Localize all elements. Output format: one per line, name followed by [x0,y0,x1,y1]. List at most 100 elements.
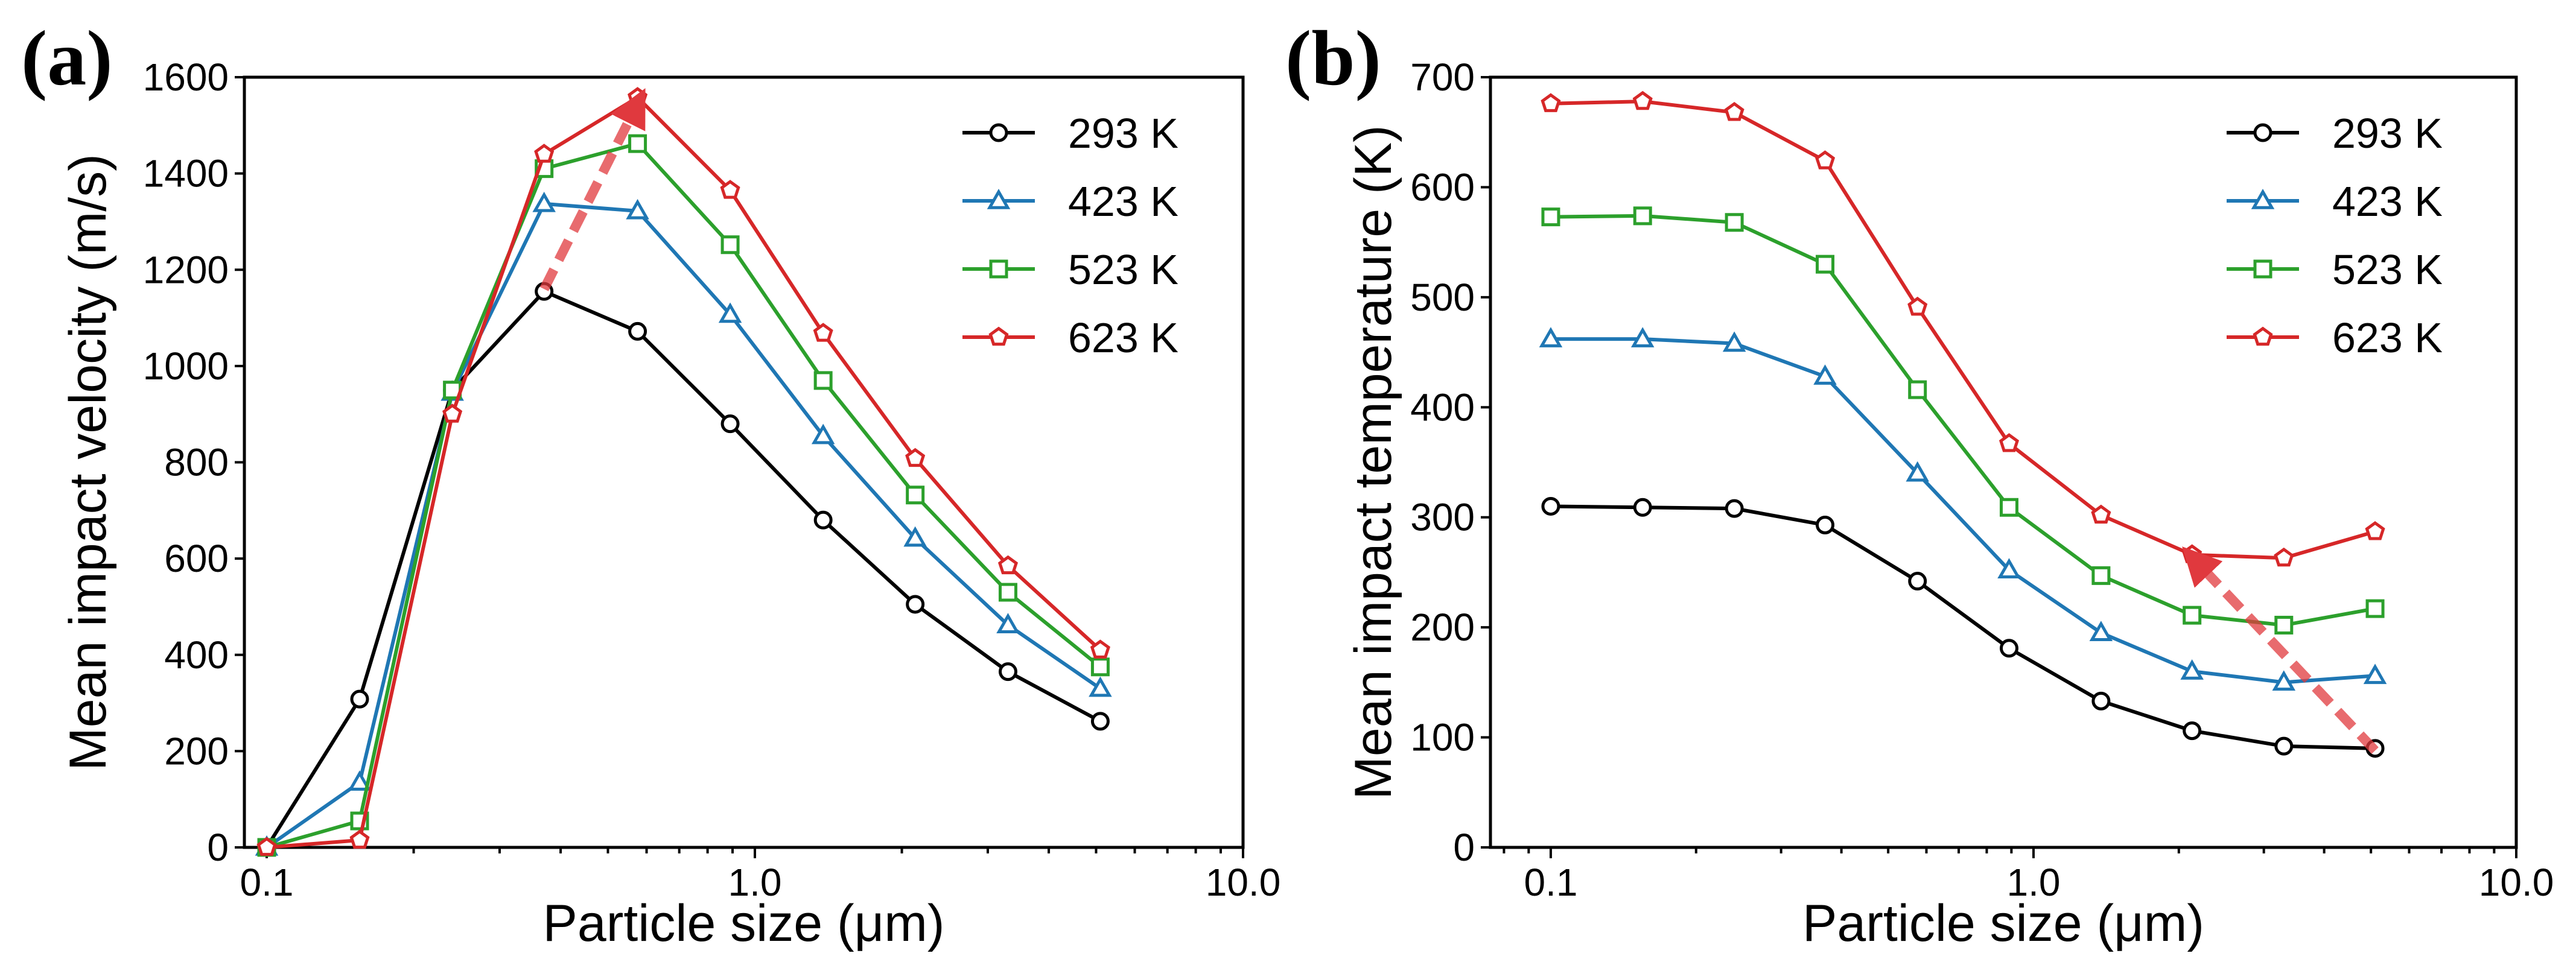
series-523k [1541,206,2385,634]
series-623k [1541,90,2385,567]
legend-label: 623 K [2332,314,2443,361]
data-point [813,510,833,530]
y-tick-label: 800 [164,441,229,484]
series-623k [256,87,1110,856]
trend-arrow [2182,546,2379,754]
y-tick-label: 300 [1410,496,1475,539]
y-tick-label: 0 [1453,826,1475,869]
data-point [2091,566,2111,585]
legend-marker [2251,189,2275,209]
data-point [348,770,372,791]
series-line [1550,214,2376,627]
y-tick-label: 400 [1410,385,1475,429]
x-tick-label: 0.1 [1524,861,1577,904]
data-point [1630,327,1655,347]
legend: 293 K 423 K 523 K 623 K [962,110,1178,361]
data-point [1633,206,1652,226]
data-point [1813,364,1837,385]
series-line [266,201,1102,849]
data-point [813,323,833,342]
data-point [626,198,649,220]
data-point [1908,380,1927,399]
legend-marker [2253,259,2272,279]
series-line [266,142,1102,849]
data-point [906,595,925,614]
trend-arrow [539,88,646,291]
y-tick-label: 0 [207,826,229,869]
y-axis-label: Mean impact temperature (K) [1344,125,1402,799]
data-point [1090,712,1110,731]
data-point [1541,93,1561,112]
data-point [720,180,740,199]
data-point [998,662,1017,682]
legend-label: 293 K [1068,110,1178,157]
y-tick-label: 400 [164,633,229,677]
y-tick-label: 200 [164,729,229,773]
data-point [720,414,740,434]
legend-marker [987,189,1011,209]
data-point [1539,327,1563,347]
data-point [996,613,1020,633]
series-423k [255,191,1112,856]
data-point [628,87,648,106]
panel-label: (b) [1285,15,1381,102]
data-point [813,371,833,390]
data-point [1632,90,1653,110]
data-point [903,526,927,547]
data-point [2091,691,2111,710]
series-423k [1539,327,2387,691]
data-point [1633,498,1652,517]
y-tick-label: 700 [1410,55,1475,99]
data-point [1724,101,1744,121]
chart-panel-b: (b) 0 100 200 300 400 500 600 700 0.1 1.0 10.0 Parti… [1285,15,2554,952]
data-point [2365,599,2385,618]
panel-label: (a) [21,15,113,102]
data-point [1816,515,1835,534]
data-point [2091,504,2111,524]
legend-label: 623 K [1068,314,1178,361]
series-line [266,95,1102,849]
data-point [1541,496,1560,516]
data-point [811,423,835,445]
series-line [265,290,1101,849]
legend-marker [2253,123,2272,142]
y-tick-label: 100 [1410,716,1475,759]
plot-frame [1489,75,2518,849]
data-point [905,448,926,467]
data-point [2363,663,2387,685]
data-point [2365,521,2385,540]
data-point [2183,721,2202,741]
data-point [1997,558,2021,578]
data-point [2183,606,2202,625]
x-tick-label: 1.0 [2006,861,2060,904]
y-tick-label: 200 [1410,606,1475,649]
data-point [1722,331,1746,352]
data-point [2180,659,2204,680]
x-tick-label: 10.0 [1206,861,1281,904]
legend-label: 423 K [1068,178,1178,225]
y-axis-label: Mean impact velocity (m/s) [59,154,117,771]
x-axis-label: Particle size (μm) [1802,894,2204,952]
data-point [997,555,1019,575]
y-tick-label: 500 [1410,276,1475,319]
data-point [442,403,463,423]
series-line [1550,100,2376,560]
data-point [2274,736,2294,756]
data-point [1906,461,1929,482]
y-tick-label: 600 [1410,165,1475,209]
x-tick-label: 0.1 [240,861,294,904]
series-293k [257,282,1110,857]
legend-label: 523 K [1068,246,1178,293]
data-point [1089,676,1112,697]
data-point [1907,296,1928,316]
data-point [443,381,462,400]
data-point [718,302,742,323]
y-tick-label: 1000 [143,344,229,388]
legend-marker [989,259,1008,279]
data-point [2274,615,2294,634]
data-point [1908,572,1927,591]
chart-panel-a: (a) 0 200 400 600 800 1000 1200 1400 1600 0.1 1.0 10… [21,15,1280,952]
data-point [1814,150,1836,169]
data-point [1999,498,2018,517]
data-point [2274,547,2294,567]
